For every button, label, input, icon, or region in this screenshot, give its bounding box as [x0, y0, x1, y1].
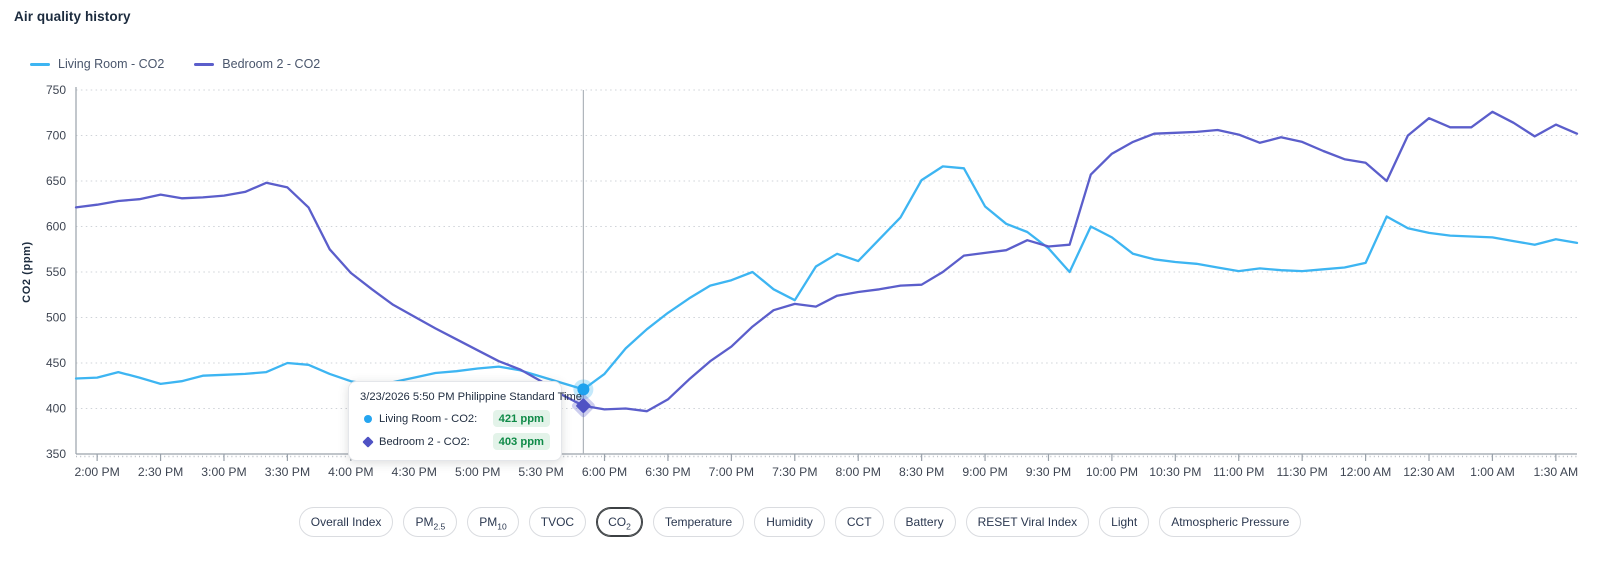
tooltip-series-value: 421 ppm: [492, 410, 550, 427]
y-tick-label: 650: [46, 174, 66, 188]
x-tick-label: 1:00 AM: [1470, 465, 1515, 479]
x-tick-label: 10:30 PM: [1149, 465, 1201, 479]
x-tick-label: 3:00 PM: [201, 465, 246, 479]
y-tick-label: 550: [46, 265, 66, 279]
circle-icon: [360, 414, 376, 423]
x-tick-label: 12:00 AM: [1340, 465, 1392, 479]
y-tick-label: 600: [46, 220, 66, 234]
filter-button-co2[interactable]: CO2: [596, 507, 643, 537]
y-axis-labels: 350 400 450 500 550 600 650 700 750: [46, 83, 66, 461]
y-gridlines: [76, 89, 1577, 455]
x-tick-label: 8:30 PM: [899, 465, 944, 479]
filter-button-overall-index[interactable]: Overall Index: [298, 507, 394, 537]
x-tick-label: 7:30 PM: [772, 465, 817, 479]
x-tick-label: 12:30 AM: [1403, 465, 1455, 479]
legend-label: Living Room - CO2: [58, 57, 165, 71]
x-tick-label: 7:00 PM: [709, 465, 754, 479]
filter-button-battery[interactable]: Battery: [893, 507, 956, 537]
x-tick-label: 4:30 PM: [392, 465, 437, 479]
x-tick-label: 2:30 PM: [138, 465, 183, 479]
x-tick-label: 9:00 PM: [962, 465, 1007, 479]
chart-tooltip: 3/23/2026 5:50 PM Philippine Standard Ti…: [348, 381, 583, 461]
page-title: Air quality history: [14, 9, 131, 24]
x-tick-label: 5:00 PM: [455, 465, 500, 479]
co2-history-chart: 350 400 450 500 550 600 650 700 750 2:00 PM 2:30 P…: [21, 83, 1579, 479]
x-axis-labels: 2:00 PM 2:30 PM 3:00 PM 3:30 PM 4:00 PM 4:30 …: [74, 465, 1578, 479]
chart-svg: 350 400 450 500 550 600 650 700 750 2:00 PM 2:30 P…: [21, 83, 1579, 479]
living-room-line-swatch-icon: [30, 62, 50, 66]
filter-button-temperature[interactable]: Temperature: [652, 507, 745, 537]
x-tick-label: 6:00 PM: [582, 465, 627, 479]
x-tick-label: 3:30 PM: [265, 465, 310, 479]
legend-label: Bedroom 2 - CO2: [222, 57, 321, 71]
x-tick-label: 4:00 PM: [328, 465, 373, 479]
tooltip-series-label: Living Room - CO2:: [379, 412, 478, 425]
x-tick-label: 11:00 PM: [1213, 465, 1264, 479]
filter-button-pm10[interactable]: PM10: [467, 507, 519, 537]
filter-button-pm2.5[interactable]: PM2.5: [403, 507, 458, 537]
cursor-marker-bedroom-2-co2: [571, 394, 595, 418]
chart-legend: Living Room - CO2 Bedroom 2 - CO2: [30, 57, 320, 71]
metric-filter-bar: Overall Index PM2.5 PM10 TVOC CO2 Temperature…: [0, 507, 1600, 537]
y-tick-label: 450: [46, 356, 66, 370]
series-line-living-room-co2: [74, 165, 1579, 391]
y-tick-label: 750: [46, 83, 66, 97]
filter-button-humidity[interactable]: Humidity: [754, 507, 825, 537]
series-line-bedroom-2-co2: [74, 110, 1579, 413]
filter-button-atmospheric-pressure[interactable]: Atmospheric Pressure: [1159, 507, 1302, 537]
legend-item-bedroom-2[interactable]: Bedroom 2 - CO2: [194, 57, 320, 71]
y-tick-label: 500: [46, 311, 66, 325]
y-axis-title: CO2 (ppm): [21, 241, 33, 303]
tooltip-row: Living Room - CO2: 421 ppm: [360, 410, 550, 427]
tooltip-series-value: 403 ppm: [492, 433, 550, 450]
chart-plot-area[interactable]: [76, 90, 1577, 454]
filter-button-reset-viral-index[interactable]: RESET Viral Index: [965, 507, 1090, 537]
cursor-marker-living-room-co2: [573, 379, 594, 400]
x-tick-label: 10:00 PM: [1086, 465, 1138, 479]
diamond-icon: [360, 435, 376, 448]
y-tick-label: 700: [46, 129, 66, 143]
y-tick-label: 350: [46, 447, 66, 461]
x-tick-label: 5:30 PM: [518, 465, 563, 479]
x-tick-label: 8:00 PM: [836, 465, 881, 479]
x-tick-label: 9:30 PM: [1026, 465, 1071, 479]
filter-button-tvoc[interactable]: TVOC: [528, 507, 587, 537]
tooltip-series-label: Bedroom 2 - CO2:: [379, 435, 470, 448]
x-tick-label: 6:30 PM: [645, 465, 690, 479]
x-tick-label: 2:00 PM: [74, 465, 119, 479]
filter-button-cct[interactable]: CCT: [834, 507, 884, 537]
x-tick-label: 11:30 PM: [1277, 465, 1328, 479]
tooltip-row: Bedroom 2 - CO2: 403 ppm: [360, 433, 550, 450]
legend-item-living-room[interactable]: Living Room - CO2: [30, 57, 164, 71]
x-axis-ticks: [96, 454, 1557, 461]
filter-button-light[interactable]: Light: [1099, 507, 1150, 537]
tooltip-timestamp: 3/23/2026 5:50 PM Philippine Standard Ti…: [360, 391, 583, 403]
x-tick-label: 1:30 AM: [1533, 465, 1578, 479]
bedroom-2-line-swatch-icon: [194, 62, 215, 66]
y-tick-label: 400: [46, 402, 66, 416]
